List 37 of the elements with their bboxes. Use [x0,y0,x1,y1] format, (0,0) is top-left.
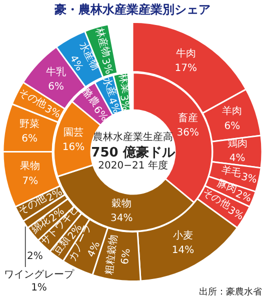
data-label: 6% [120,248,133,266]
text: 出所：豪農水省 [199,286,262,298]
slice-label: 野菜 [20,118,40,130]
data-label: 17% [174,63,197,74]
slice-label: ワイングレープ [4,268,75,281]
data-label: 3% [240,172,258,186]
text: 750 億豪ドル [90,144,176,160]
data-label: 6% [48,81,64,92]
slice-label: 小麦 [172,229,193,242]
slice-label: 粗粒穀物 [102,234,120,276]
slice-label: 果物 [20,160,40,172]
data-label: 6% [22,134,38,145]
data-label: 4% [105,96,122,115]
slice-label: 水産 [100,75,118,98]
data-label: 2% [26,251,43,262]
data-label: 36% [176,127,198,138]
slice-label: 畜産 [177,112,198,124]
data-label: 4% [229,153,246,164]
slice-label: 園芸 [62,126,83,138]
slice-label: 羊肉 [222,105,242,118]
data-label: 1% [31,282,47,294]
data-label: 6% [224,120,240,132]
slice-label: 羊毛 [220,164,242,180]
chart-title: 豪・農林水産業産業別シェア [54,2,210,16]
text: 農林水産業生産高 [92,130,172,143]
data-label: 7% [22,176,38,188]
data-label: 4% [86,240,103,260]
slice-label: 牛乳 [46,66,66,78]
data-label: 34% [110,212,132,224]
slice-label: 林産物 [92,25,113,58]
data-label: 3% [99,57,114,76]
data-label: 16% [62,142,84,153]
data-label: 4% [67,54,85,73]
data-label: 14% [172,245,194,256]
text: 2020−21 年度 [98,159,168,172]
slice-label: 穀物 [111,197,132,210]
slice-label: 牛肉 [176,47,196,60]
